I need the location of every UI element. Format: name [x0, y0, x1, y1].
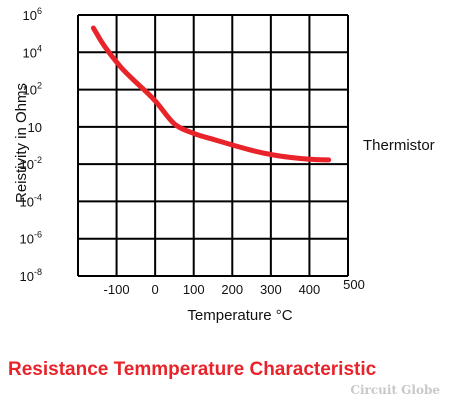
y-axis-label: Reistivity in Ohms: [13, 83, 30, 203]
x-tick-label: 200: [221, 282, 243, 297]
y-tick-label: 10-8: [20, 267, 42, 284]
x-tick-label: 0: [152, 282, 159, 297]
y-tick-label: 102: [23, 81, 42, 98]
y-tick-label: 10-6: [20, 230, 42, 247]
series-line-thermistor: [90, 25, 332, 163]
x-tick-label: -100: [104, 282, 130, 297]
x-tick-label: 300: [260, 282, 282, 297]
x-tick-labels: -100 0 100 200 300 400 500: [104, 277, 365, 297]
y-tick-label: 10-4: [20, 192, 42, 209]
y-tick-label: 10-2: [20, 155, 42, 172]
y-tick-label: 106: [23, 6, 42, 23]
y-tick-label: 104: [23, 43, 42, 60]
y-tick-labels: 106 104 102 10 10-2 10-4 10-6 10-8: [20, 6, 42, 284]
chart-title: Resistance Temmperature Characteristic: [8, 359, 377, 380]
y-tick-label: 10: [28, 120, 42, 135]
watermark-logo: Circuit Globe: [350, 383, 440, 397]
x-axis-label: Temperature °C: [187, 307, 292, 324]
chart-grid: [77, 14, 349, 277]
x-tick-label: 100: [183, 282, 205, 297]
x-tick-label: 400: [299, 282, 321, 297]
x-tick-label: 500: [343, 277, 365, 292]
series-label-thermistor: Thermistor: [363, 137, 435, 154]
curve-layer: [90, 25, 332, 163]
